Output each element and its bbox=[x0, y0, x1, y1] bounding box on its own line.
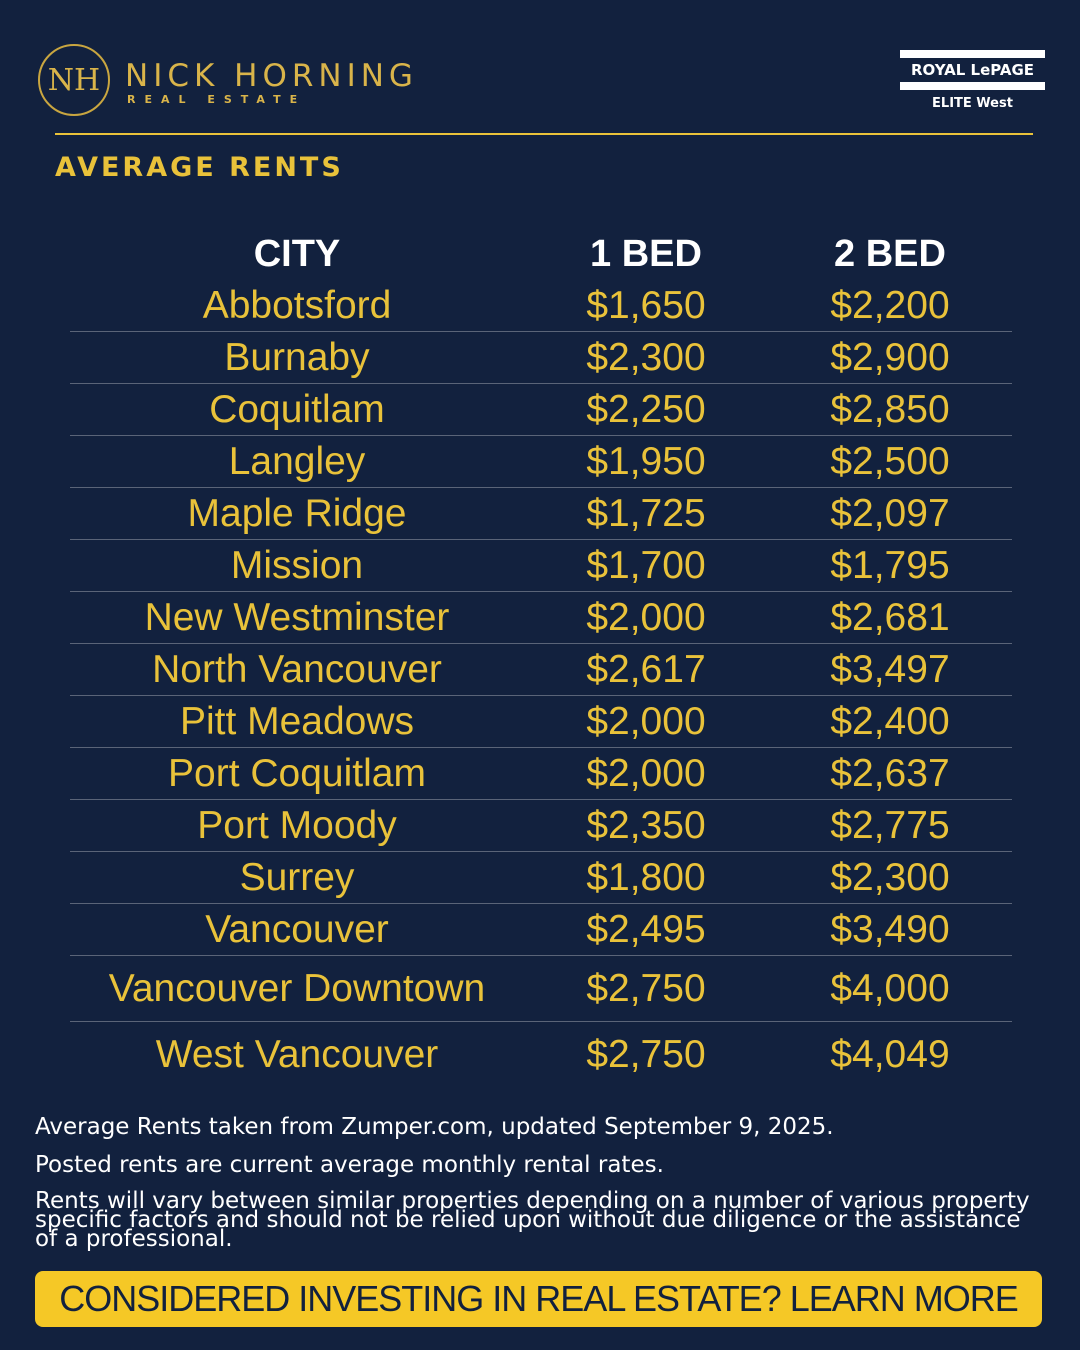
note: Average Rents taken from Zumper.com, upd… bbox=[35, 1114, 834, 1140]
rent-cell: $2,900 bbox=[768, 331, 1012, 384]
rent-cell: $2,775 bbox=[768, 799, 1012, 852]
rent-cell: $2,500 bbox=[768, 435, 1012, 488]
city-cell: Vancouver bbox=[70, 903, 524, 956]
rent-cell: $4,000 bbox=[768, 955, 1012, 1022]
city-cell: Langley bbox=[70, 435, 524, 488]
rent-cell: $3,497 bbox=[768, 643, 1012, 696]
city-cell: Maple Ridge bbox=[70, 487, 524, 540]
city-cell: Surrey bbox=[70, 851, 524, 904]
rent-cell: $2,637 bbox=[768, 747, 1012, 800]
city-cell: Mission bbox=[70, 539, 524, 592]
city-cell: Abbotsford bbox=[202, 283, 392, 327]
table-row: North Vancouver $2,617 $3,497 bbox=[70, 643, 1012, 696]
title: AVERAGE RENTS bbox=[55, 152, 344, 183]
rent-cell: $2,200 bbox=[830, 283, 950, 327]
table-row: Port Moody $2,350 $2,775 bbox=[70, 799, 1012, 852]
table-row: Pitt Meadows $2,000 $2,400 bbox=[70, 695, 1012, 748]
note: Rents will vary between similar properti… bbox=[35, 1188, 1030, 1252]
rent-cell: $2,300 bbox=[768, 851, 1012, 904]
rent-cell: $3,490 bbox=[768, 903, 1012, 956]
city-cell: Coquitlam bbox=[70, 383, 524, 436]
rent-cell: $2,400 bbox=[768, 695, 1012, 748]
rent-cell: $1,795 bbox=[768, 539, 1012, 592]
logo-sub: REAL ESTATE bbox=[127, 93, 307, 106]
divider bbox=[55, 133, 1033, 135]
partner-sub: ELITE West bbox=[932, 96, 1013, 111]
partner-name: ROYAL LePAGE bbox=[900, 50, 1045, 90]
rent-cell: $2,250 bbox=[524, 383, 768, 436]
city-cell: Port Moody bbox=[70, 799, 524, 852]
rent-cell: $1,950 bbox=[524, 435, 768, 488]
rent-cell: $2,350 bbox=[524, 799, 768, 852]
logo-monogram: NH bbox=[38, 44, 110, 116]
city-cell: West Vancouver bbox=[70, 1021, 524, 1087]
table-row: Vancouver $2,495 $3,490 bbox=[70, 903, 1012, 956]
column-header: 1 BED bbox=[590, 232, 702, 275]
rent-cell: $1,800 bbox=[524, 851, 768, 904]
rent-cell: $1,650 bbox=[586, 283, 706, 327]
rent-cell: $2,000 bbox=[524, 591, 768, 644]
column-header: 2 BED bbox=[834, 232, 946, 275]
table-row: Langley $1,950 $2,500 bbox=[70, 435, 1012, 488]
rent-cell: $2,750 bbox=[524, 955, 768, 1022]
city-cell: New Westminster bbox=[70, 591, 524, 644]
table-row: Coquitlam $2,250 $2,850 bbox=[70, 383, 1012, 436]
rent-cell: $2,495 bbox=[524, 903, 768, 956]
table-row: Surrey $1,800 $2,300 bbox=[70, 851, 1012, 904]
table-row: West Vancouver $2,750 $4,049 bbox=[70, 1021, 1012, 1087]
partner-logo: ROYAL LePAGE ELITE West bbox=[900, 50, 1045, 111]
rent-table: CITY 1 BED 2 BED Abbotsford $1,650 $2,200 Bur… bbox=[70, 228, 1012, 1087]
rent-cell: $2,097 bbox=[768, 487, 1012, 540]
rent-cell: $2,617 bbox=[524, 643, 768, 696]
rent-cell: $1,725 bbox=[524, 487, 768, 540]
table-row: Port Coquitlam $2,000 $2,637 bbox=[70, 747, 1012, 800]
note: Posted rents are current average monthly… bbox=[35, 1152, 664, 1178]
table-row: New Westminster $2,000 $2,681 bbox=[70, 591, 1012, 644]
city-cell: North Vancouver bbox=[70, 643, 524, 696]
rent-cell: $2,000 bbox=[524, 747, 768, 800]
rent-cell: $2,681 bbox=[768, 591, 1012, 644]
city-cell: Burnaby bbox=[70, 331, 524, 384]
rent-cell: $1,700 bbox=[524, 539, 768, 592]
rent-cell: $2,850 bbox=[768, 383, 1012, 436]
rent-cell: $4,049 bbox=[768, 1021, 1012, 1087]
table-row: Maple Ridge $1,725 $2,097 bbox=[70, 487, 1012, 540]
table-row: Vancouver Downtown $2,750 $4,000 bbox=[70, 955, 1012, 1022]
logo-name: NICK HORNING bbox=[125, 58, 418, 94]
table-row: Burnaby $2,300 $2,900 bbox=[70, 331, 1012, 384]
city-cell: Port Coquitlam bbox=[70, 747, 524, 800]
table-row: Abbotsford $1,650 $2,200 bbox=[70, 280, 1012, 332]
rent-cell: $2,750 bbox=[524, 1021, 768, 1087]
header-row: CITY 1 BED 2 BED bbox=[70, 228, 1012, 280]
column-header: CITY bbox=[253, 232, 341, 275]
cta-button[interactable]: CONSIDERED INVESTING IN REAL ESTATE? LEA… bbox=[35, 1271, 1042, 1327]
city-cell: Pitt Meadows bbox=[70, 695, 524, 748]
rent-cell: $2,000 bbox=[524, 695, 768, 748]
city-cell: Vancouver Downtown bbox=[70, 955, 524, 1022]
rent-cell: $2,300 bbox=[524, 331, 768, 384]
table-row: Mission $1,700 $1,795 bbox=[70, 539, 1012, 592]
